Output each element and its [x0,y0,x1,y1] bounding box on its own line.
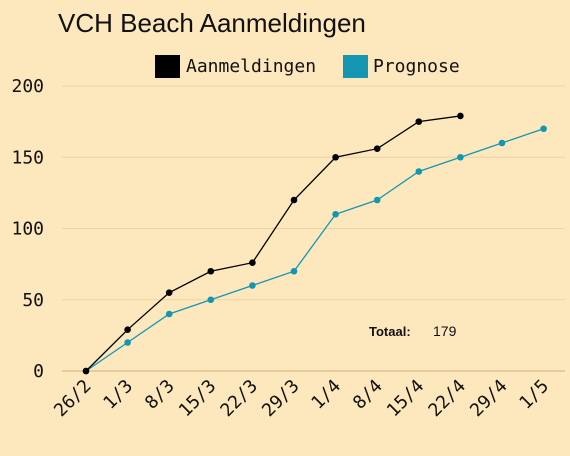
series-line-prognose [85,128,544,372]
y-tick-label: 100 [11,219,44,240]
data-point-aanmeldingen [165,289,173,296]
data-point-aanmeldingen [82,367,90,375]
legend: Aanmeldingen Prognose [155,55,460,78]
x-tick-label: 8/4 [349,376,387,414]
y-tick-label: 50 [22,290,44,311]
data-point-prognose [207,296,215,304]
data-point-aanmeldingen [249,259,256,267]
data-point-prognose [415,168,423,175]
data-point-prognose [332,210,339,218]
data-point-prognose [165,310,173,318]
data-point-aanmeldingen [124,326,131,333]
data-point-aanmeldingen [207,267,215,275]
total-annotation: Totaal: 179 [369,323,457,339]
x-tick-label: 15/3 [175,376,221,422]
data-point-prognose [373,196,381,204]
data-point-prognose [124,339,131,346]
data-point-aanmeldingen [415,118,423,125]
legend-label-prognose: Prognose [373,56,460,77]
data-point-aanmeldingen [290,196,298,204]
x-tick-label: 15/4 [383,376,429,422]
y-tick-label: 200 [11,76,44,97]
x-tick-label: 29/3 [258,376,304,422]
data-point-aanmeldingen [457,112,464,120]
series-lines [82,112,547,375]
x-tick-label: 26/2 [50,376,96,422]
x-tick-label: 1/5 [515,376,553,414]
data-point-aanmeldingen [332,153,339,161]
x-tick-label: 8/3 [141,376,179,414]
legend-label-aanmeldingen: Aanmeldingen [186,56,316,77]
grid-lines [62,85,565,372]
series-line-aanmeldingen [85,115,461,372]
data-point-prognose [249,282,256,289]
y-axis-ticks: 0 50 100 150 200 [11,76,44,382]
legend-swatch-prognose [343,55,368,78]
x-axis-ticks: 26/2 1/3 8/315/322/329/3 1/4 8/415/422/429/4… [50,376,553,422]
x-tick-label: 22/3 [216,376,262,422]
x-tick-label: 29/4 [466,376,512,422]
total-value: 179 [433,323,457,339]
data-point-prognose [498,139,506,147]
data-point-prognose [290,267,298,275]
chart-title: VCH Beach Aanmeldingen [58,8,366,38]
x-tick-label: 22/4 [424,376,470,422]
data-point-prognose [540,125,547,133]
x-tick-label: 1/3 [99,376,137,414]
data-point-prognose [457,153,464,161]
x-tick-label: 1/4 [307,376,345,414]
data-point-aanmeldingen [373,145,381,152]
y-tick-label: 150 [11,147,44,168]
y-tick-label: 0 [33,361,44,382]
total-label: Totaal: [369,324,411,339]
legend-swatch-aanmeldingen [155,55,180,78]
